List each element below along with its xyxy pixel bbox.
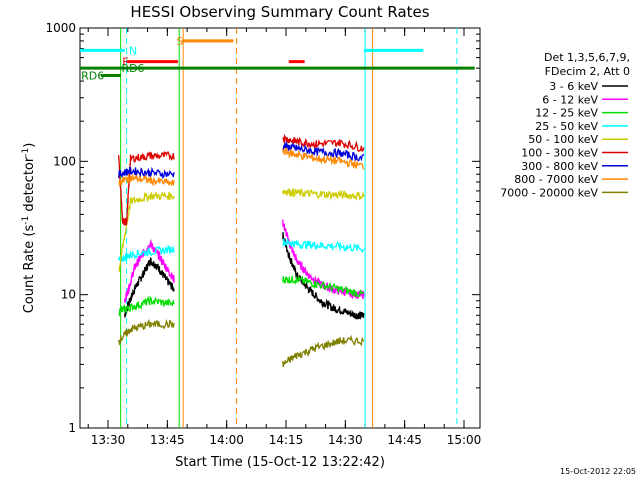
- flag-label: F: [122, 56, 128, 69]
- series-line: [282, 334, 365, 367]
- series-line: [118, 151, 175, 226]
- x-tick-label: 14:30: [328, 433, 363, 447]
- flag-label: RD6: [121, 62, 144, 75]
- y-tick-label: 1: [68, 421, 76, 435]
- legend-label: 12 - 25 keV: [535, 107, 598, 120]
- legend-label: 300 - 800 keV: [521, 160, 598, 173]
- series-line: [118, 244, 175, 262]
- series-line: [282, 188, 365, 201]
- legend-label: 3 - 6 keV: [549, 80, 598, 93]
- x-tick-label: 14:45: [387, 433, 422, 447]
- timestamp: 15-Oct-2012 22:05: [560, 467, 636, 476]
- x-tick-label: 15:00: [447, 433, 482, 447]
- series-line: [118, 318, 175, 346]
- x-tick-label: 13:45: [150, 433, 185, 447]
- x-tick-label: 14:15: [269, 433, 304, 447]
- x-tick-label: 13:30: [91, 433, 126, 447]
- legend-label: 6 - 12 keV: [542, 93, 598, 106]
- series-line: [282, 219, 365, 300]
- series-line: [123, 257, 175, 318]
- legend-label: 100 - 300 keV: [521, 147, 598, 160]
- legend-label: 800 - 7000 keV: [514, 173, 598, 186]
- legend-header: Det 1,3,5,6,7,9,: [544, 51, 630, 64]
- flag-label: N: [129, 44, 137, 57]
- chart-title: HESSI Observing Summary Count Rates: [130, 3, 429, 21]
- series-line: [282, 232, 365, 320]
- legend-label: 50 - 100 keV: [528, 133, 598, 146]
- series-line: [282, 147, 365, 170]
- series-line: [118, 295, 175, 317]
- series-line: [282, 275, 365, 298]
- series-line: [118, 190, 175, 272]
- plot-frame: [79, 27, 481, 429]
- y-axis-label: Count Rate (s-1 detector-1): [21, 143, 37, 314]
- series-line: [118, 174, 175, 187]
- y-tick-label: 100: [53, 154, 76, 168]
- series-line: [282, 140, 365, 162]
- x-tick-label: 14:00: [209, 433, 244, 447]
- legend-label: 25 - 50 keV: [535, 120, 598, 133]
- series-line: [282, 238, 365, 254]
- series-line: [118, 166, 175, 180]
- x-axis-label: Start Time (15-Oct-12 13:22:42): [175, 455, 385, 470]
- y-tick-label: 10: [61, 288, 76, 302]
- series-line: [282, 133, 365, 153]
- y-tick-label: 1000: [45, 21, 76, 35]
- flag-label: S: [176, 35, 183, 48]
- flag-label: RD6: [81, 70, 104, 83]
- legend-header: FDecim 2, Att 0: [545, 65, 630, 78]
- legend-label: 7000 - 20000 keV: [500, 186, 598, 199]
